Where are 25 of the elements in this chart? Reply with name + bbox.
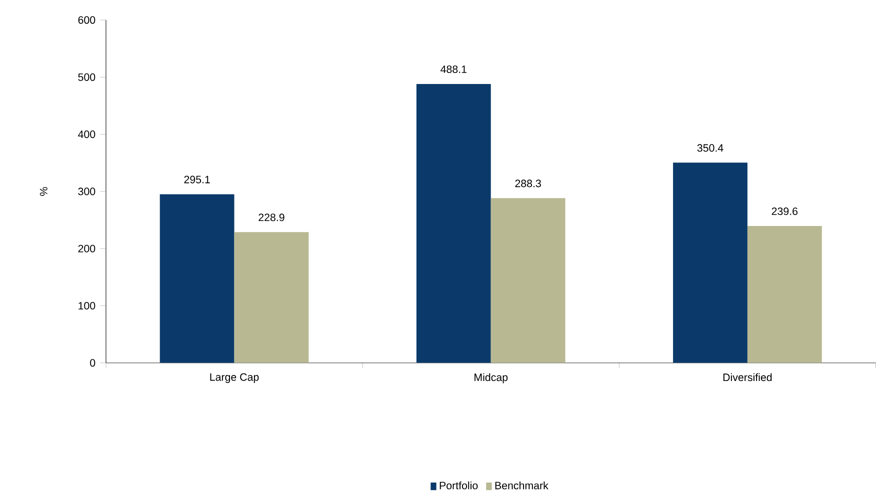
bar [416, 84, 491, 364]
y-axis-title: % [40, 187, 48, 196]
data-label: 295.1 [184, 176, 210, 184]
y-tick-label: 400 [78, 130, 96, 138]
bar [160, 194, 234, 364]
x-tick-label: Midcap [474, 374, 508, 384]
bar [490, 198, 566, 364]
data-label: 228.9 [258, 214, 284, 222]
bar [673, 162, 748, 364]
y-tick-label: 500 [78, 74, 96, 82]
x-tick-label: Large Cap [210, 374, 259, 384]
y-tick-label: 300 [78, 188, 96, 196]
bar [747, 226, 822, 364]
y-tick-label: 100 [78, 302, 96, 310]
bar [234, 232, 309, 364]
data-label: 239.6 [772, 208, 798, 216]
data-label: 350.4 [697, 144, 724, 152]
y-tick-label: 600 [78, 16, 96, 24]
y-tick-label: 200 [78, 245, 96, 253]
legend-label: Portfolio [440, 482, 478, 490]
legend-label: Benchmark [495, 482, 548, 490]
data-label: 488.1 [440, 66, 466, 74]
x-tick-label: Diversified [723, 374, 772, 382]
y-tick-label: 0 [90, 359, 96, 367]
data-label: 288.3 [515, 180, 541, 188]
